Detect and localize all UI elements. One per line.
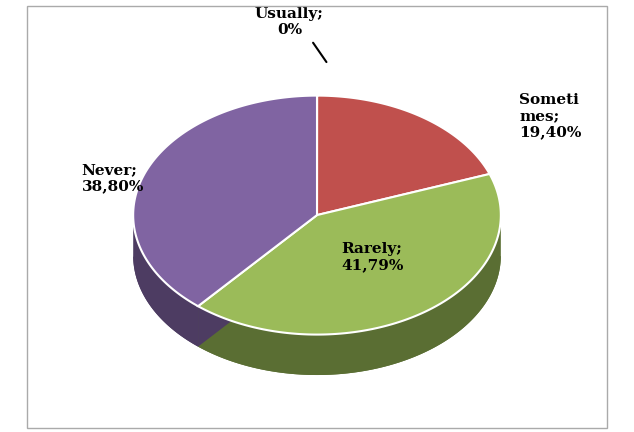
Text: Someti
mes;
19,40%: Someti mes; 19,40% [519, 92, 581, 139]
Polygon shape [198, 255, 501, 375]
Text: Rarely;
41,79%: Rarely; 41,79% [341, 242, 403, 273]
Polygon shape [133, 255, 317, 346]
Text: Usually;
0%: Usually; 0% [255, 6, 324, 37]
Polygon shape [198, 214, 501, 375]
Text: Never;
38,80%: Never; 38,80% [82, 163, 144, 194]
Polygon shape [133, 213, 198, 346]
Polygon shape [133, 95, 317, 306]
Polygon shape [317, 95, 489, 215]
Polygon shape [198, 215, 317, 346]
Polygon shape [198, 174, 501, 334]
Polygon shape [198, 215, 317, 346]
